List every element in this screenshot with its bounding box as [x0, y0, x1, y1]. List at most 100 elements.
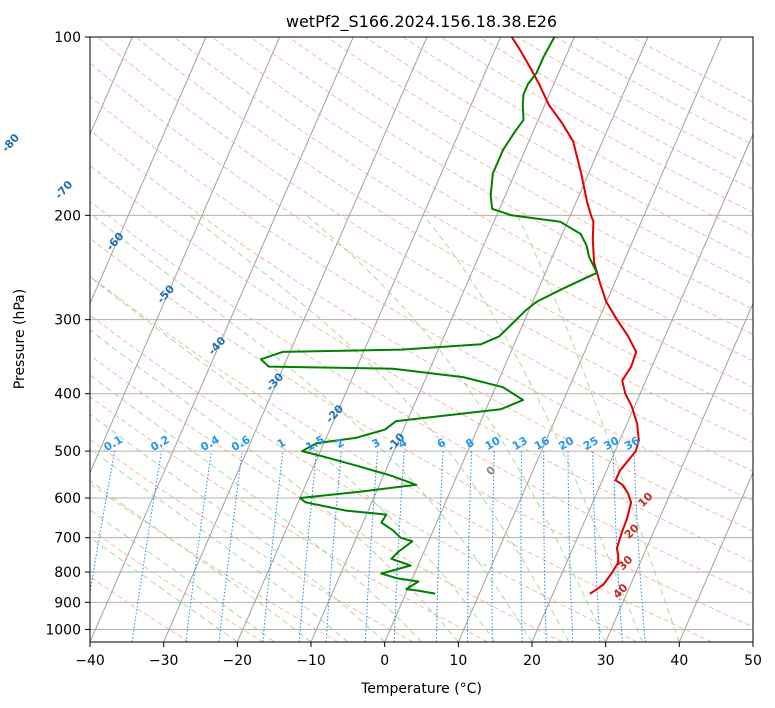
moist-adiabat-line — [516, 215, 680, 642]
x-axis-label: Temperature (°C) — [360, 681, 482, 697]
dry-adiabat-line — [90, 129, 753, 532]
x-tick-label: 20 — [523, 653, 541, 669]
mixing-ratio-line — [543, 451, 547, 642]
isotherm-line — [90, 37, 207, 305]
mixing-ratio-line — [325, 451, 342, 642]
mixing-ratio-label: 30 — [602, 434, 622, 453]
background-lines — [0, 37, 753, 642]
data-lines — [259, 37, 640, 595]
mixing-ratio-line — [262, 451, 284, 642]
mixing-ratio-label: 20 — [556, 434, 576, 453]
y-tick-label: 700 — [54, 531, 81, 547]
moist-adiabat-line — [306, 214, 607, 642]
dry-adiabat-line — [593, 37, 753, 124]
dry-adiabat-line — [211, 37, 753, 362]
isotherm-line — [457, 37, 723, 642]
dry-adiabat-line — [440, 37, 753, 213]
zero-isotherm-label: 0 — [484, 463, 499, 478]
isotherm-line — [752, 640, 753, 642]
mixing-ratio-label: 3 — [370, 436, 383, 451]
x-tick-label: 40 — [670, 653, 688, 669]
isotherm-line — [0, 37, 59, 642]
dry-adiabat-line — [90, 314, 638, 642]
isotherm-label: -70 — [52, 178, 75, 202]
dewpoint-profile-line — [259, 37, 598, 595]
x-tick-label: −20 — [223, 653, 253, 669]
mixing-ratio-label: 25 — [581, 434, 601, 453]
mixing-ratio-line — [567, 451, 574, 642]
mixing-ratio-label: 2 — [333, 436, 346, 451]
isotherm-line — [384, 37, 649, 642]
mixing-ratio-line — [491, 451, 495, 642]
y-tick-label: 200 — [54, 208, 81, 224]
moist-adiabat-line — [90, 536, 238, 642]
y-axis-label: Pressure (hPa) — [12, 289, 28, 389]
y-tick-label: 100 — [54, 30, 81, 46]
moist-adiabat-label: 10 — [636, 490, 656, 510]
isotherm-label: -20 — [323, 402, 346, 426]
x-tick-label: −30 — [149, 653, 179, 669]
moist-adiabat-line — [90, 329, 459, 642]
dry-adiabat-line — [90, 528, 264, 642]
mixing-ratio-line — [131, 451, 162, 642]
mixing-ratio-line — [520, 451, 523, 642]
x-tick-label: 50 — [744, 653, 762, 669]
dry-adiabat-line — [90, 95, 753, 502]
dry-adiabat-line — [90, 354, 563, 642]
isotherm-label: -80 — [0, 131, 22, 155]
isotherm-line — [531, 132, 753, 642]
mixing-ratio-line — [592, 451, 601, 642]
moist-adiabat-line — [90, 374, 422, 642]
isotherm-line — [605, 302, 753, 642]
mixing-ratio-line — [185, 451, 212, 642]
dry-adiabat-line — [90, 575, 190, 642]
axis-ticks: −40 −30 −20 −10 0 10 20 30 40 5010020030040050060… — [45, 30, 762, 669]
x-tick-label: −10 — [296, 653, 326, 669]
y-tick-label: 900 — [54, 595, 81, 611]
isotherm-label: -30 — [263, 370, 286, 394]
dry-adiabat-line — [173, 37, 753, 388]
mixing-ratio-label: 1 — [275, 436, 288, 451]
plot-frame — [89, 36, 754, 643]
x-tick-label: 0 — [380, 653, 389, 669]
moist-adiabat-line — [92, 214, 533, 642]
dry-adiabat-line — [90, 482, 339, 642]
x-tick-label: 10 — [449, 653, 467, 669]
moist-adiabat-line — [90, 276, 496, 642]
y-tick-label: 400 — [54, 387, 81, 403]
mixing-ratio-line — [467, 451, 473, 642]
x-tick-label: 30 — [597, 653, 615, 669]
dry-adiabat-line — [517, 37, 753, 168]
dry-adiabat-line — [97, 37, 753, 444]
mixing-ratio-line — [393, 451, 405, 642]
temperature-profile-line — [510, 37, 640, 595]
moist-adiabat-line — [90, 479, 312, 642]
moist-adiabat-line — [189, 214, 570, 642]
dry-adiabat-line — [90, 164, 753, 563]
mixing-ratio-line — [298, 451, 318, 642]
dry-adiabat-line — [402, 37, 753, 237]
mixing-ratio-label: 16 — [532, 434, 552, 453]
isotherm-line — [163, 37, 428, 642]
isotherm-line — [678, 471, 753, 642]
dry-adiabat-line — [250, 37, 753, 336]
isotherm-line — [310, 37, 575, 642]
isotherm-label: -60 — [104, 230, 127, 254]
moist-adiabat-label: 40 — [611, 581, 631, 601]
mixing-ratio-line — [364, 451, 379, 642]
dry-adiabat-line — [135, 37, 753, 416]
dry-adiabat-line — [288, 37, 753, 310]
dry-adiabat-line — [364, 37, 753, 261]
isotherm-line — [90, 37, 281, 474]
isotherm-label: -50 — [154, 282, 177, 306]
isotherm-line — [236, 37, 502, 642]
moist-adiabat-line — [90, 509, 275, 642]
dry-adiabat-line — [326, 37, 753, 285]
mixing-ratio-label: 6 — [435, 436, 448, 451]
mixing-ratio-line — [90, 451, 116, 596]
dry-adiabat-line — [90, 396, 488, 642]
y-tick-label: 300 — [54, 313, 81, 329]
mixing-ratio-line — [435, 451, 444, 642]
y-tick-label: 500 — [54, 444, 81, 460]
